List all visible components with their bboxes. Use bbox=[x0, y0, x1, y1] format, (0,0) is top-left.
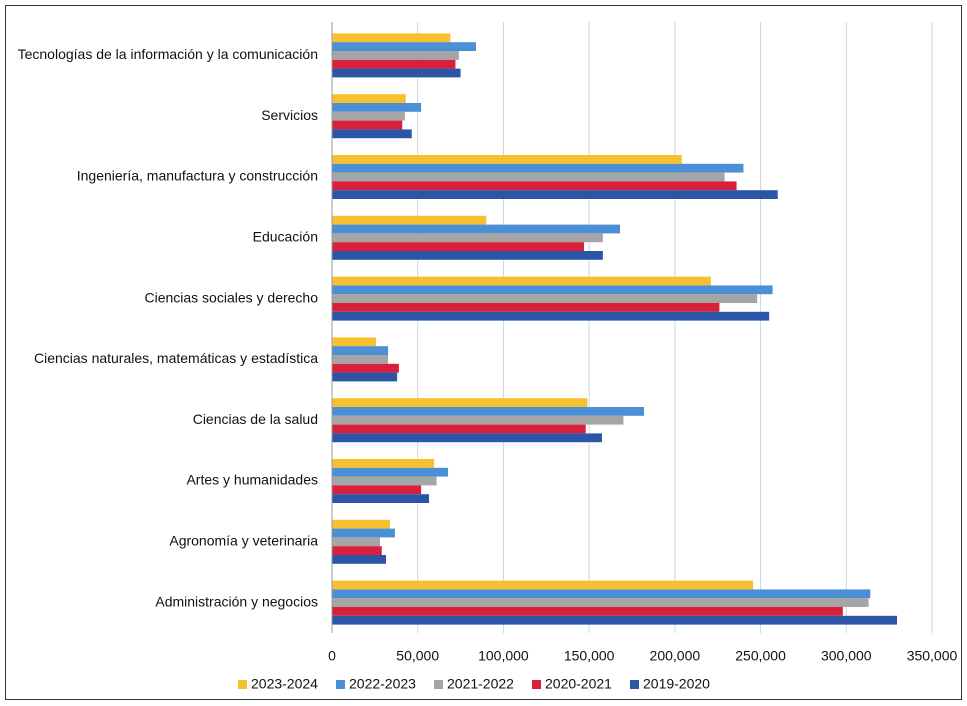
legend-label: 2019-2020 bbox=[643, 676, 710, 692]
bar bbox=[332, 467, 449, 477]
y-tick-label: Administración y negocios bbox=[155, 593, 318, 609]
bar bbox=[332, 311, 770, 321]
y-tick-label: Ciencias de la salud bbox=[193, 411, 318, 427]
bar bbox=[332, 129, 412, 139]
bar bbox=[332, 285, 773, 295]
x-tick-label: 150,000 bbox=[564, 648, 615, 664]
bar bbox=[332, 528, 395, 538]
y-tick-label: Ciencias sociales y derecho bbox=[144, 289, 318, 305]
bar bbox=[332, 555, 386, 564]
legend-swatch bbox=[434, 680, 443, 689]
bar bbox=[332, 103, 422, 112]
bar bbox=[332, 407, 644, 416]
bar bbox=[332, 190, 778, 199]
bar bbox=[332, 494, 430, 503]
x-tick-label: 350,000 bbox=[907, 648, 958, 664]
bar bbox=[332, 615, 898, 625]
bar bbox=[332, 276, 711, 286]
bar bbox=[332, 415, 624, 425]
bar bbox=[332, 485, 422, 495]
bar bbox=[332, 242, 584, 251]
bar bbox=[332, 580, 754, 590]
bar bbox=[332, 363, 399, 373]
bar bbox=[332, 120, 403, 130]
bar bbox=[332, 51, 459, 60]
bar bbox=[332, 42, 476, 51]
legend-swatch bbox=[532, 680, 541, 689]
legend-label: 2023-2024 bbox=[251, 676, 318, 692]
bar bbox=[332, 181, 737, 191]
x-tick-label: 0 bbox=[328, 648, 336, 664]
legend-label: 2022-2023 bbox=[349, 676, 416, 692]
legend-swatch bbox=[336, 680, 345, 689]
bar bbox=[332, 215, 487, 225]
bar bbox=[332, 346, 389, 355]
bar bbox=[332, 33, 451, 43]
bar bbox=[332, 398, 588, 407]
y-tick-label: Ingeniería, manufactura y construcción bbox=[77, 168, 318, 184]
legend-label: 2021-2022 bbox=[447, 676, 514, 692]
bar bbox=[332, 68, 461, 78]
bar bbox=[332, 589, 871, 599]
bar bbox=[332, 607, 843, 616]
y-tick-label: Artes y humanidades bbox=[186, 472, 318, 488]
bar bbox=[332, 598, 869, 607]
bar bbox=[332, 337, 377, 347]
y-tick-label: Tecnologías de la información y la comun… bbox=[18, 46, 318, 62]
bar bbox=[332, 303, 720, 312]
bar bbox=[332, 433, 602, 443]
bar bbox=[332, 233, 603, 243]
y-tick-label: Ciencias naturales, matemáticas y estadí… bbox=[34, 350, 318, 366]
bar bbox=[332, 537, 380, 547]
y-tick-label: Agronomía y veterinaria bbox=[169, 533, 318, 549]
bar bbox=[332, 519, 390, 529]
legend-swatch bbox=[630, 680, 639, 689]
y-tick-label: Servicios bbox=[261, 107, 318, 123]
legend-label: 2020-2021 bbox=[545, 676, 612, 692]
bar bbox=[332, 163, 744, 173]
bar bbox=[332, 111, 405, 121]
bar bbox=[332, 424, 586, 434]
x-tick-label: 250,000 bbox=[735, 648, 786, 664]
bar bbox=[332, 372, 398, 382]
bar bbox=[332, 251, 603, 260]
bar bbox=[332, 94, 406, 103]
bar bbox=[332, 294, 758, 303]
bar bbox=[332, 476, 437, 486]
bar bbox=[332, 172, 725, 182]
bar bbox=[332, 546, 382, 555]
x-tick-label: 300,000 bbox=[821, 648, 872, 664]
bar bbox=[332, 224, 620, 234]
x-tick-label: 100,000 bbox=[478, 648, 529, 664]
bar bbox=[332, 459, 434, 468]
legend-swatch bbox=[238, 680, 247, 689]
x-tick-label: 200,000 bbox=[650, 648, 701, 664]
bar bbox=[332, 355, 389, 364]
bar bbox=[332, 59, 456, 69]
bar bbox=[332, 155, 682, 164]
y-tick-label: Educación bbox=[253, 229, 318, 245]
x-tick-label: 50,000 bbox=[396, 648, 439, 664]
